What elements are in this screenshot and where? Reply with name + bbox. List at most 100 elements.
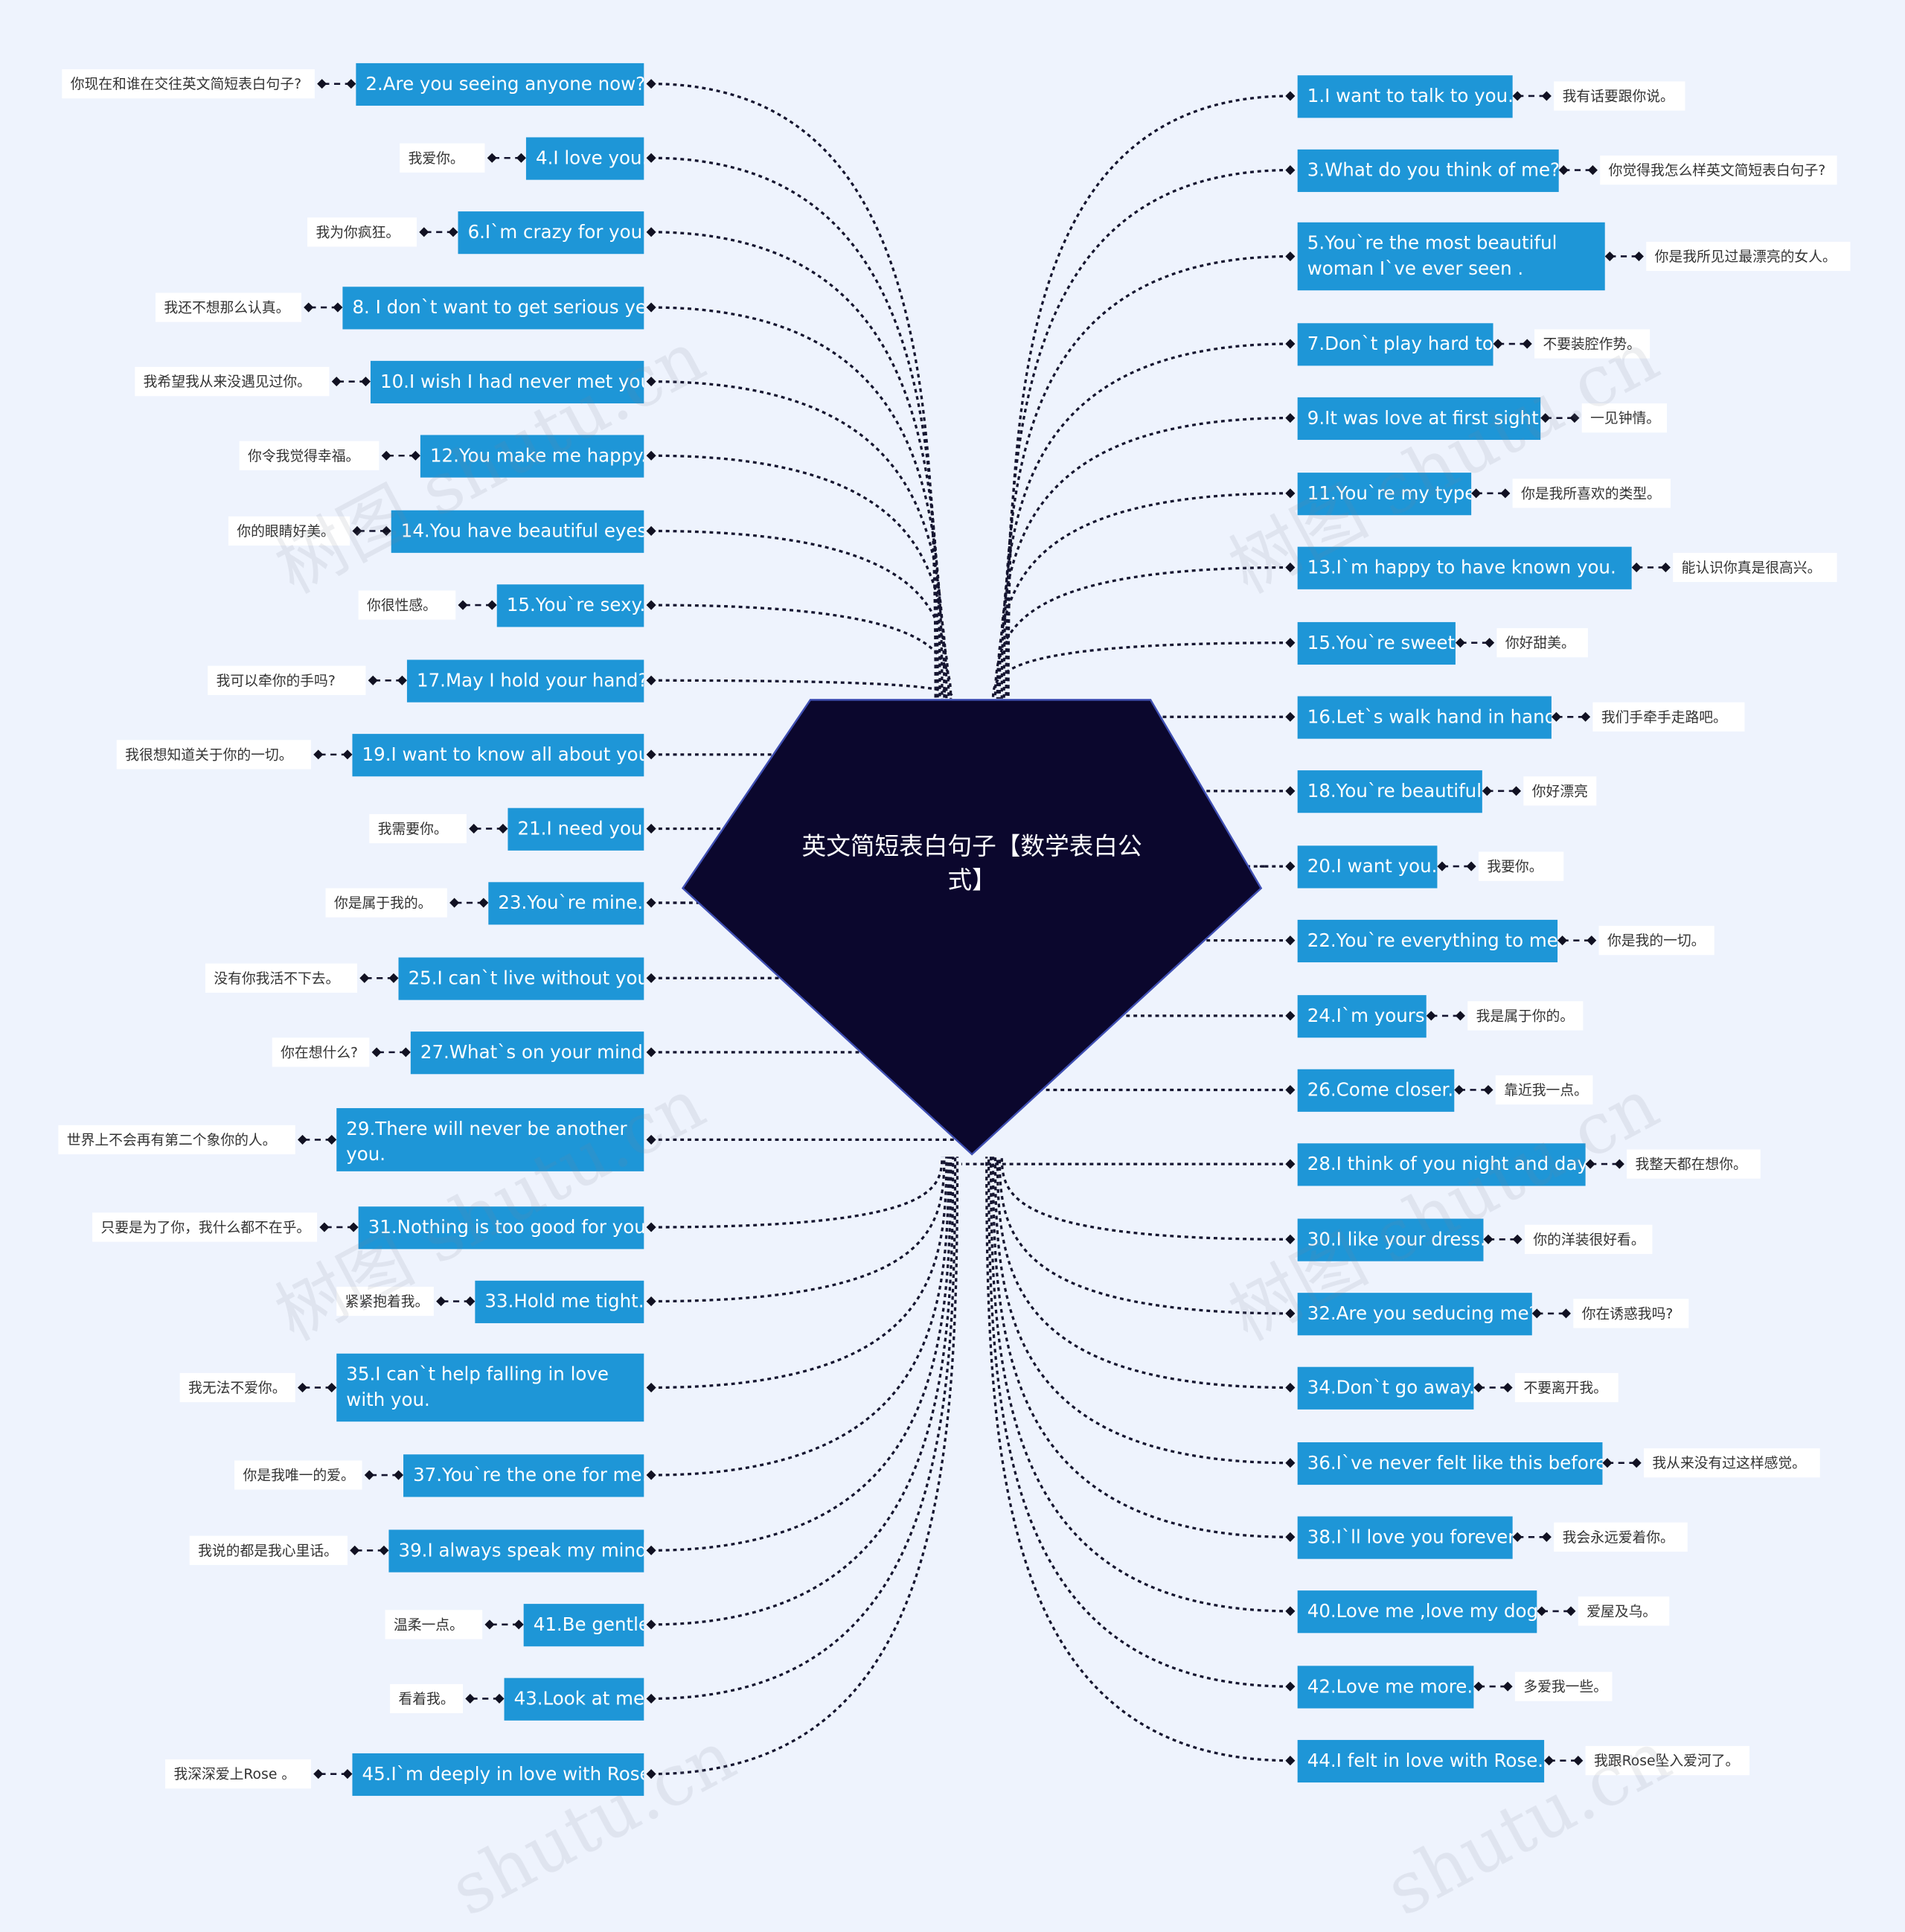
left-topic-node-6[interactable]: 12.You make me happy.	[420, 434, 644, 477]
left-translation-note-22[interactable]: 看着我。	[390, 1683, 464, 1714]
left-topic-node-23[interactable]: 45.I`m deeply in love with Rose.	[352, 1753, 644, 1796]
left-translation-note-11[interactable]: 我需要你。	[369, 813, 467, 844]
left-topic-node-20[interactable]: 39.I always speak my mind.	[388, 1529, 644, 1572]
right-translation-note-12[interactable]: 你是我的一切。	[1598, 926, 1714, 956]
left-translation-note-16[interactable]: 只要是为了你，我什么都不在乎。	[92, 1212, 318, 1242]
left-translation-note-12[interactable]: 你是属于我的。	[325, 888, 447, 918]
right-translation-note-15[interactable]: 我整天都在想你。	[1627, 1149, 1761, 1179]
right-translation-note-20[interactable]: 我会永远爱着你。	[1554, 1522, 1688, 1552]
right-topic-node-13[interactable]: 24.I`m yours.	[1297, 994, 1427, 1037]
right-translation-note-21[interactable]: 爱屋及乌。	[1578, 1596, 1670, 1626]
left-topic-node-9[interactable]: 17.May I hold your hand?	[406, 659, 644, 702]
right-topic-node-16[interactable]: 30.I like your dress.	[1297, 1218, 1484, 1261]
right-translation-note-2[interactable]: 你觉得我怎么样英文简短表白句子?	[1600, 155, 1837, 185]
right-translation-note-10[interactable]: 你好漂亮	[1523, 776, 1597, 806]
right-translation-note-1[interactable]: 我有话要跟你说。	[1554, 81, 1685, 111]
left-translation-note-9[interactable]: 我可以牵你的手吗?	[208, 665, 366, 695]
left-topic-node-16[interactable]: 31.Nothing is too good for you.	[358, 1206, 644, 1249]
right-topic-node-17[interactable]: 32.Are you seducing me?	[1297, 1292, 1532, 1335]
right-translation-note-8[interactable]: 你好甜美。	[1496, 628, 1588, 658]
right-topic-node-1[interactable]: 1.I want to talk to you.	[1297, 74, 1513, 118]
left-topic-node-11[interactable]: 21.I need you.	[508, 807, 644, 851]
left-note-diamond-8	[458, 600, 468, 610]
left-topic-node-3[interactable]: 6.I`m crazy for you.	[458, 211, 644, 254]
left-translation-note-14[interactable]: 你在想什么?	[272, 1037, 370, 1067]
left-topic-node-17[interactable]: 33.Hold me tight.	[475, 1279, 644, 1323]
right-topic-node-7[interactable]: 13.I`m happy to have known you.	[1297, 546, 1632, 589]
right-topic-node-4[interactable]: 7.Don`t play hard to get.	[1297, 322, 1493, 365]
left-translation-note-8[interactable]: 你很性感。	[358, 590, 456, 620]
right-topic-node-8[interactable]: 15.You`re sweet	[1297, 621, 1456, 665]
left-topic-node-4[interactable]: 8. I don`t want to get serious yet	[342, 286, 644, 329]
right-topic-node-6[interactable]: 11.You`re my type.	[1297, 472, 1472, 515]
right-translation-note-19[interactable]: 我从来没有过这样感觉。	[1643, 1448, 1820, 1478]
right-topic-node-10[interactable]: 18.You`re beautiful.	[1297, 770, 1482, 813]
left-topic-node-19[interactable]: 37.You`re the one for me.	[403, 1453, 644, 1497]
right-topic-node-23[interactable]: 44.I felt in love with Rose.	[1297, 1739, 1545, 1782]
right-topic-node-11[interactable]: 20.I want you.	[1297, 845, 1438, 888]
right-translation-note-22[interactable]: 多爱我一些。	[1514, 1672, 1613, 1701]
left-translation-note-18[interactable]: 我无法不爱你。	[179, 1372, 295, 1403]
left-translation-note-23[interactable]: 我深深爱上Rose 。	[165, 1759, 311, 1789]
left-topic-node-2[interactable]: 4.I love you.	[525, 136, 644, 179]
left-translation-note-10[interactable]: 我很想知道关于你的一切。	[116, 740, 311, 770]
left-topic-node-7[interactable]: 14.You have beautiful eyes.	[391, 509, 644, 553]
right-translation-note-3[interactable]: 你是我所见过最漂亮的女人。	[1646, 241, 1851, 272]
right-topic-node-9[interactable]: 16.Let`s walk hand in hand.	[1297, 695, 1552, 738]
left-topic-node-5[interactable]: 10.I wish I had never met you.	[370, 360, 644, 403]
right-translation-note-16[interactable]: 你的洋装很好看。	[1524, 1224, 1653, 1254]
right-topic-node-3[interactable]: 5.You`re the most beautiful woman I`ve e…	[1297, 222, 1605, 291]
left-translation-note-3[interactable]: 我为你疯狂。	[307, 217, 417, 247]
left-translation-note-4[interactable]: 我还不想那么认真。	[155, 292, 301, 322]
right-topic-node-15[interactable]: 28.I think of you night and day.	[1297, 1142, 1586, 1186]
right-translation-note-18[interactable]: 不要离开我。	[1514, 1372, 1619, 1403]
right-topic-node-12[interactable]: 22.You`re everything to me.	[1297, 919, 1558, 962]
right-topic-node-14[interactable]: 26.Come closer.	[1297, 1068, 1455, 1112]
central-topic-shape[interactable]	[681, 699, 1263, 1156]
left-translation-note-13[interactable]: 没有你我活不下去。	[205, 963, 357, 993]
right-topic-node-21[interactable]: 40.Love me ,love my dog.	[1297, 1590, 1537, 1633]
right-topic-node-2[interactable]: 3.What do you think of me?	[1297, 148, 1559, 192]
left-translation-note-7[interactable]: 你的眼睛好美。	[228, 516, 350, 546]
left-translation-note-5[interactable]: 我希望我从来没遇见过你。	[135, 367, 330, 397]
right-translation-note-17[interactable]: 你在诱惑我吗?	[1573, 1299, 1689, 1328]
left-topic-node-1[interactable]: 2.Are you seeing anyone now?	[356, 63, 644, 106]
right-translation-note-5[interactable]: 一见钟情。	[1581, 403, 1667, 433]
left-translation-note-6[interactable]: 你令我觉得幸福。	[239, 441, 380, 470]
right-translation-note-4[interactable]: 不要装腔作势。	[1534, 329, 1651, 359]
right-translation-note-23[interactable]: 我跟Rose坠入爱河了。	[1585, 1746, 1750, 1776]
right-note-diamond-22	[1502, 1681, 1513, 1692]
right-topic-node-5[interactable]: 9.It was love at first sight.	[1297, 397, 1541, 440]
right-topic-node-22[interactable]: 42.Love me more.	[1297, 1665, 1474, 1708]
right-translation-note-11[interactable]: 我要你。	[1478, 851, 1564, 881]
left-translation-note-20[interactable]: 我说的都是我心里话。	[189, 1535, 348, 1565]
right-connector-diamond-22	[1285, 1681, 1296, 1692]
left-connector-9	[651, 679, 955, 699]
left-topic-node-12[interactable]: 23.You`re mine.	[488, 881, 644, 924]
right-translation-note-6[interactable]: 你是我所喜欢的类型。	[1512, 479, 1671, 508]
left-topic-node-14[interactable]: 27.What`s on your mind?	[410, 1031, 644, 1074]
right-topic-node-19[interactable]: 36.I`ve never felt like this before.	[1297, 1442, 1603, 1485]
left-topic-node-18[interactable]: 35.I can`t help falling in love with you…	[336, 1353, 644, 1422]
left-topic-node-15[interactable]: 29.There will never be another you.	[336, 1107, 644, 1171]
left-translation-note-19[interactable]: 你是我唯一的爱。	[234, 1460, 362, 1490]
left-note-diamond-16	[319, 1222, 330, 1232]
left-translation-note-17[interactable]: 紧紧抱着我。	[336, 1286, 434, 1317]
right-translation-note-9[interactable]: 我们手牵手走路吧。	[1592, 702, 1745, 732]
left-topic-node-21[interactable]: 41.Be gentle.	[523, 1603, 644, 1646]
left-topic-node-8[interactable]: 15.You`re sexy.	[496, 583, 644, 627]
right-note-diamond-2	[1587, 165, 1598, 176]
central-topic-title[interactable]: 英文简短表白句子【数学表白公式】	[801, 831, 1142, 895]
right-translation-note-7[interactable]: 能认识你真是很高兴。	[1673, 552, 1837, 583]
left-translation-note-2[interactable]: 我爱你。	[400, 143, 485, 173]
left-topic-node-10[interactable]: 19.I want to know all about you.	[352, 733, 644, 776]
right-topic-node-18[interactable]: 34.Don`t go away.	[1297, 1366, 1474, 1410]
right-translation-note-14[interactable]: 靠近我一点。	[1495, 1075, 1593, 1105]
left-topic-node-13[interactable]: 25.I can`t live without you.	[398, 956, 644, 999]
right-topic-node-20[interactable]: 38.I`ll love you forever.	[1297, 1515, 1513, 1558]
left-translation-note-15[interactable]: 世界上不会再有第二个象你的人。	[58, 1125, 295, 1155]
left-translation-note-21[interactable]: 温柔一点。	[385, 1610, 483, 1640]
right-translation-note-13[interactable]: 我是属于你的。	[1467, 1001, 1584, 1031]
left-topic-node-22[interactable]: 43.Look at me.	[504, 1677, 644, 1721]
left-translation-note-1[interactable]: 你现在和谁在交往英文简短表白句子?	[62, 69, 315, 99]
